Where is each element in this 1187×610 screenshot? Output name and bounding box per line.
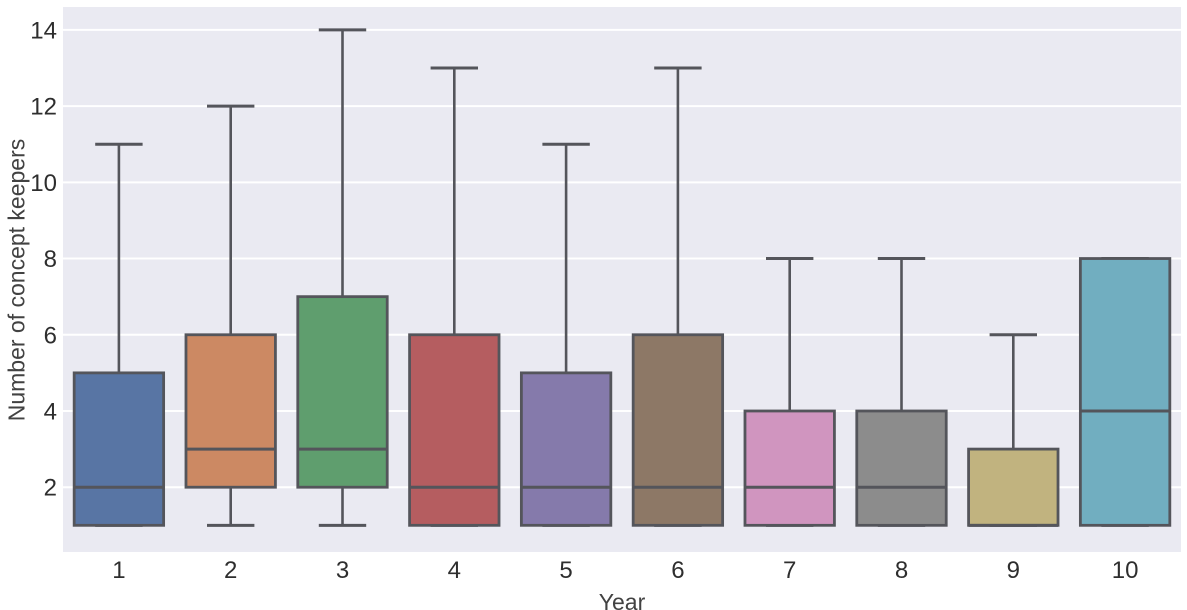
x-tick-label: 1 bbox=[112, 557, 125, 584]
box-group-4 bbox=[408, 66, 501, 527]
y-tick-label: 10 bbox=[30, 170, 57, 197]
x-tick-label: 4 bbox=[448, 557, 461, 584]
y-tick-label: 12 bbox=[30, 94, 57, 121]
x-tick-label: 10 bbox=[1112, 557, 1139, 584]
box bbox=[184, 333, 277, 489]
x-tick-label: 3 bbox=[336, 557, 349, 584]
box-group-2 bbox=[184, 104, 277, 527]
box-group-5 bbox=[519, 142, 613, 527]
box bbox=[967, 447, 1060, 527]
x-tick-label: 2 bbox=[224, 557, 237, 584]
box-group-6 bbox=[631, 66, 725, 527]
x-tick-label: 9 bbox=[1007, 557, 1020, 584]
box-group-9 bbox=[967, 333, 1060, 527]
y-tick-label: 2 bbox=[44, 475, 57, 502]
y-tick-label: 8 bbox=[44, 246, 57, 273]
box-group-1 bbox=[72, 142, 166, 527]
box bbox=[408, 333, 501, 527]
box bbox=[519, 371, 613, 527]
x-axis-label: Year bbox=[598, 589, 646, 610]
x-tick-label: 6 bbox=[671, 557, 684, 584]
box bbox=[296, 295, 389, 489]
box-group-10 bbox=[1078, 257, 1172, 527]
y-axis-label: Number of concept keepers bbox=[3, 138, 30, 422]
box bbox=[631, 333, 725, 527]
y-tick-label: 6 bbox=[44, 322, 57, 349]
box bbox=[855, 409, 948, 527]
box bbox=[743, 409, 836, 527]
box-group-8 bbox=[855, 257, 948, 527]
y-tick-label: 14 bbox=[30, 17, 57, 44]
x-tick-label: 8 bbox=[895, 557, 908, 584]
x-tick-label: 5 bbox=[559, 557, 572, 584]
box bbox=[72, 371, 166, 527]
y-tick-label: 4 bbox=[44, 398, 57, 425]
box-group-7 bbox=[743, 257, 836, 527]
box bbox=[1078, 257, 1172, 527]
box-group-3 bbox=[296, 28, 389, 527]
x-tick-label: 7 bbox=[783, 557, 796, 584]
